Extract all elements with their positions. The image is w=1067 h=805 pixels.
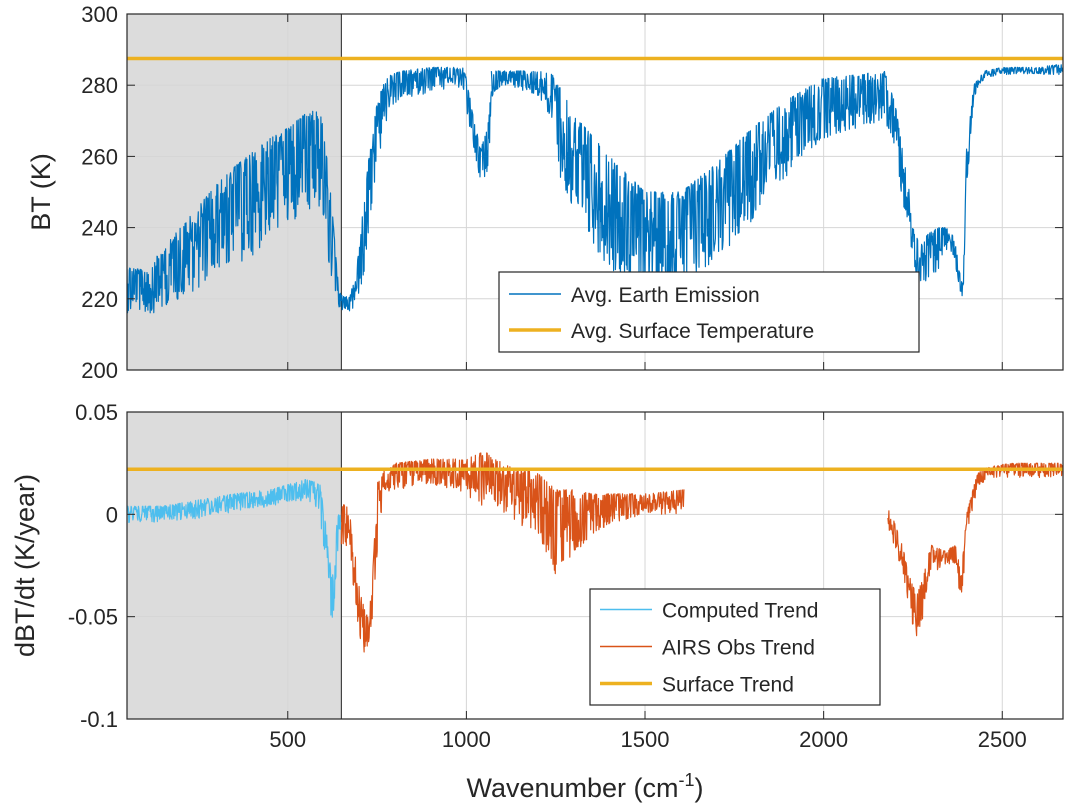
legend-label: AIRS Obs Trend xyxy=(662,637,815,660)
axes-frame xyxy=(126,411,1064,720)
legend-label: Computed Trend xyxy=(662,600,818,623)
x-tick-label: 2500 xyxy=(978,727,1027,752)
y-tick-label: 0 xyxy=(106,502,118,527)
trend-panel: 500 1000 1500 2000 2500 -0.1 -0.05 0 0.05 dBT/dt … xyxy=(10,400,1064,803)
x-axis-label: Wavenumber (cm-1) xyxy=(466,770,703,803)
x-tick-label: 1000 xyxy=(442,727,491,752)
series-line xyxy=(127,110,342,314)
series-line xyxy=(127,479,342,618)
y-tick-label: 300 xyxy=(81,2,118,27)
y-axis-label: BT (K) xyxy=(26,153,56,231)
legend-label: Avg. Earth Emission xyxy=(571,284,760,307)
y-tick-label: -0.05 xyxy=(68,605,118,630)
y-tick-label: 240 xyxy=(81,216,118,241)
x-tick-label: 1500 xyxy=(621,727,670,752)
axes-frame xyxy=(126,13,1064,371)
series-line xyxy=(490,70,885,292)
shaded-region xyxy=(127,412,342,719)
series-line xyxy=(887,462,1063,637)
y-tick-label: 220 xyxy=(81,287,118,312)
plot-area xyxy=(127,56,1063,314)
brightness-temperature-panel: 200 220 240 260 280 300 BT (K) Avg. Earth Emiss… xyxy=(26,2,1064,383)
plot-area xyxy=(127,452,1063,653)
x-tick-label: 2000 xyxy=(799,727,848,752)
legend-label: Surface Trend xyxy=(662,674,794,697)
y-tick-label: 0.05 xyxy=(75,400,118,425)
y-tick-label: 280 xyxy=(81,73,118,98)
series-line xyxy=(883,64,1063,297)
x-tick-label: 500 xyxy=(269,727,306,752)
legend-label: Avg. Surface Temperature xyxy=(571,320,814,343)
y-tick-label: -0.1 xyxy=(80,707,118,732)
series-line xyxy=(340,66,492,312)
legend-box xyxy=(498,271,920,353)
y-tick-label: 200 xyxy=(81,358,118,383)
y-axis-label: dBT/dt (K/year) xyxy=(10,474,40,657)
y-tick-label: 260 xyxy=(81,144,118,169)
